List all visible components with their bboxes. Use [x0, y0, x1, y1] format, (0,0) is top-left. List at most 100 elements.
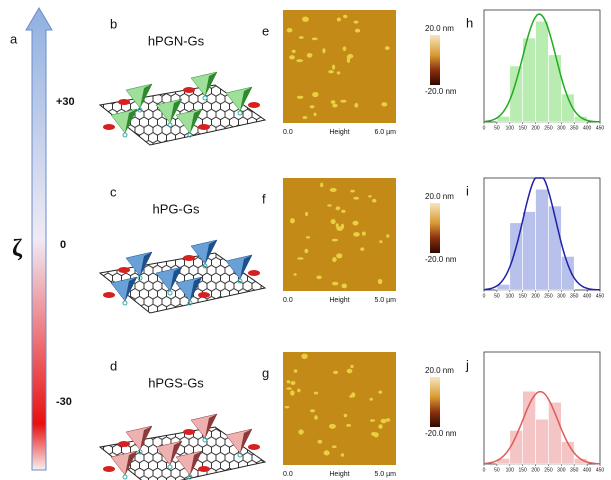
afm-particle [291, 49, 296, 53]
afm-particle [312, 91, 319, 98]
x-tick-label: 0 [483, 125, 486, 131]
color-bar-max: 20.0 nm [425, 192, 454, 201]
histogram-bar [561, 256, 575, 291]
x-tick-label: 50 [494, 467, 500, 473]
afm-particle [332, 103, 338, 108]
afm-particle [333, 370, 339, 375]
linker [237, 278, 243, 284]
gaussian-fit [483, 390, 601, 465]
histogram-bar [535, 418, 549, 465]
afm-axis-start: 0.0 [283, 471, 293, 478]
polymer-tip [248, 270, 260, 276]
polymer-tip [248, 444, 260, 450]
x-tick-label: 450 [596, 125, 605, 131]
afm-particle [306, 53, 313, 58]
polymer-cone-shade [125, 109, 137, 133]
afm-particle [329, 187, 337, 192]
afm-particle [302, 115, 308, 120]
afm-particle [298, 36, 304, 39]
afm-particle [381, 102, 388, 107]
afm-particle [286, 27, 293, 33]
polymer-cone-shade [140, 252, 152, 276]
afm-particle [336, 226, 343, 231]
polymer-tip [183, 255, 195, 261]
polymer-tip [103, 292, 115, 298]
linker [122, 132, 128, 138]
afm-particle [343, 14, 348, 19]
afm-image [283, 352, 396, 465]
panel-letter: h [466, 15, 473, 30]
histogram-bar [522, 390, 536, 465]
linker [122, 300, 128, 306]
histogram-bar [548, 54, 562, 123]
afm-particle [297, 257, 304, 260]
afm-particle [331, 281, 339, 286]
panel-letter: g [262, 365, 269, 380]
afm-particle [317, 439, 323, 444]
panel-letter: d [110, 358, 117, 373]
afm-axis-end: 6.0 µm [374, 129, 396, 136]
afm-particle [380, 418, 387, 424]
afm-particle [303, 16, 307, 20]
polymer-tip [103, 466, 115, 472]
polymer-cone-shade [240, 429, 252, 453]
afm-particle [335, 223, 339, 228]
polymer-tip [198, 466, 210, 472]
x-tick-label: 50 [494, 125, 500, 131]
linker [187, 132, 193, 138]
color-bar-max: 20.0 nm [425, 366, 454, 375]
afm-particle [313, 391, 319, 395]
afm-particle [371, 198, 377, 203]
linker [237, 110, 243, 116]
polymer-cone-shade [125, 277, 137, 301]
afm-particle [336, 253, 343, 259]
gaussian-fit [483, 177, 601, 291]
afm-particle [353, 232, 360, 237]
afm-particle [313, 112, 317, 117]
afm-particle [341, 283, 348, 289]
panel-letter: j [465, 357, 469, 372]
x-tick-label: 100 [506, 293, 515, 299]
color-bar-min: -20.0 nm [425, 255, 457, 264]
polymer-cone-shade [190, 451, 202, 475]
polymer-cone-shade [240, 255, 252, 279]
afm-particle [331, 238, 339, 242]
afm-particle [350, 189, 355, 193]
x-tick-label: 250 [544, 293, 553, 299]
schematic-title: hPG-Gs [153, 201, 200, 216]
x-tick-label: 50 [494, 293, 500, 299]
afm-particle [354, 28, 361, 33]
afm-particle [296, 59, 304, 63]
afm-particle [305, 211, 309, 217]
polymer-cone-shade [140, 84, 152, 108]
afm-axis-label: Height [329, 129, 349, 136]
afm-particle [340, 453, 345, 457]
polymer-tip [118, 99, 130, 105]
afm-particle [293, 369, 298, 373]
x-tick-label: 350 [570, 293, 579, 299]
linker [122, 474, 128, 480]
afm-particle [297, 388, 301, 393]
zeta-arrow [25, 7, 53, 471]
afm-particle [328, 423, 336, 429]
afm-particle [361, 231, 366, 236]
afm-particle [305, 236, 311, 239]
polymer-tip [118, 267, 130, 273]
afm-particle [286, 387, 292, 390]
x-tick-label: 200 [531, 467, 540, 473]
afm-particle [386, 234, 390, 238]
x-tick-label: 150 [518, 293, 527, 299]
afm-particle [322, 48, 326, 54]
polymer-cone-shade [125, 451, 137, 475]
polymer-cone-shade [170, 99, 182, 123]
panel-letter: c [110, 184, 117, 199]
schematic-title: hPGS-Gs [148, 375, 204, 390]
linker [202, 437, 208, 443]
afm-particle [298, 429, 304, 435]
afm-particle [311, 37, 318, 41]
afm-particle [336, 71, 341, 75]
afm-particle [316, 275, 322, 280]
linker [137, 275, 143, 281]
x-tick-label: 150 [518, 467, 527, 473]
afm-particle [368, 195, 372, 198]
